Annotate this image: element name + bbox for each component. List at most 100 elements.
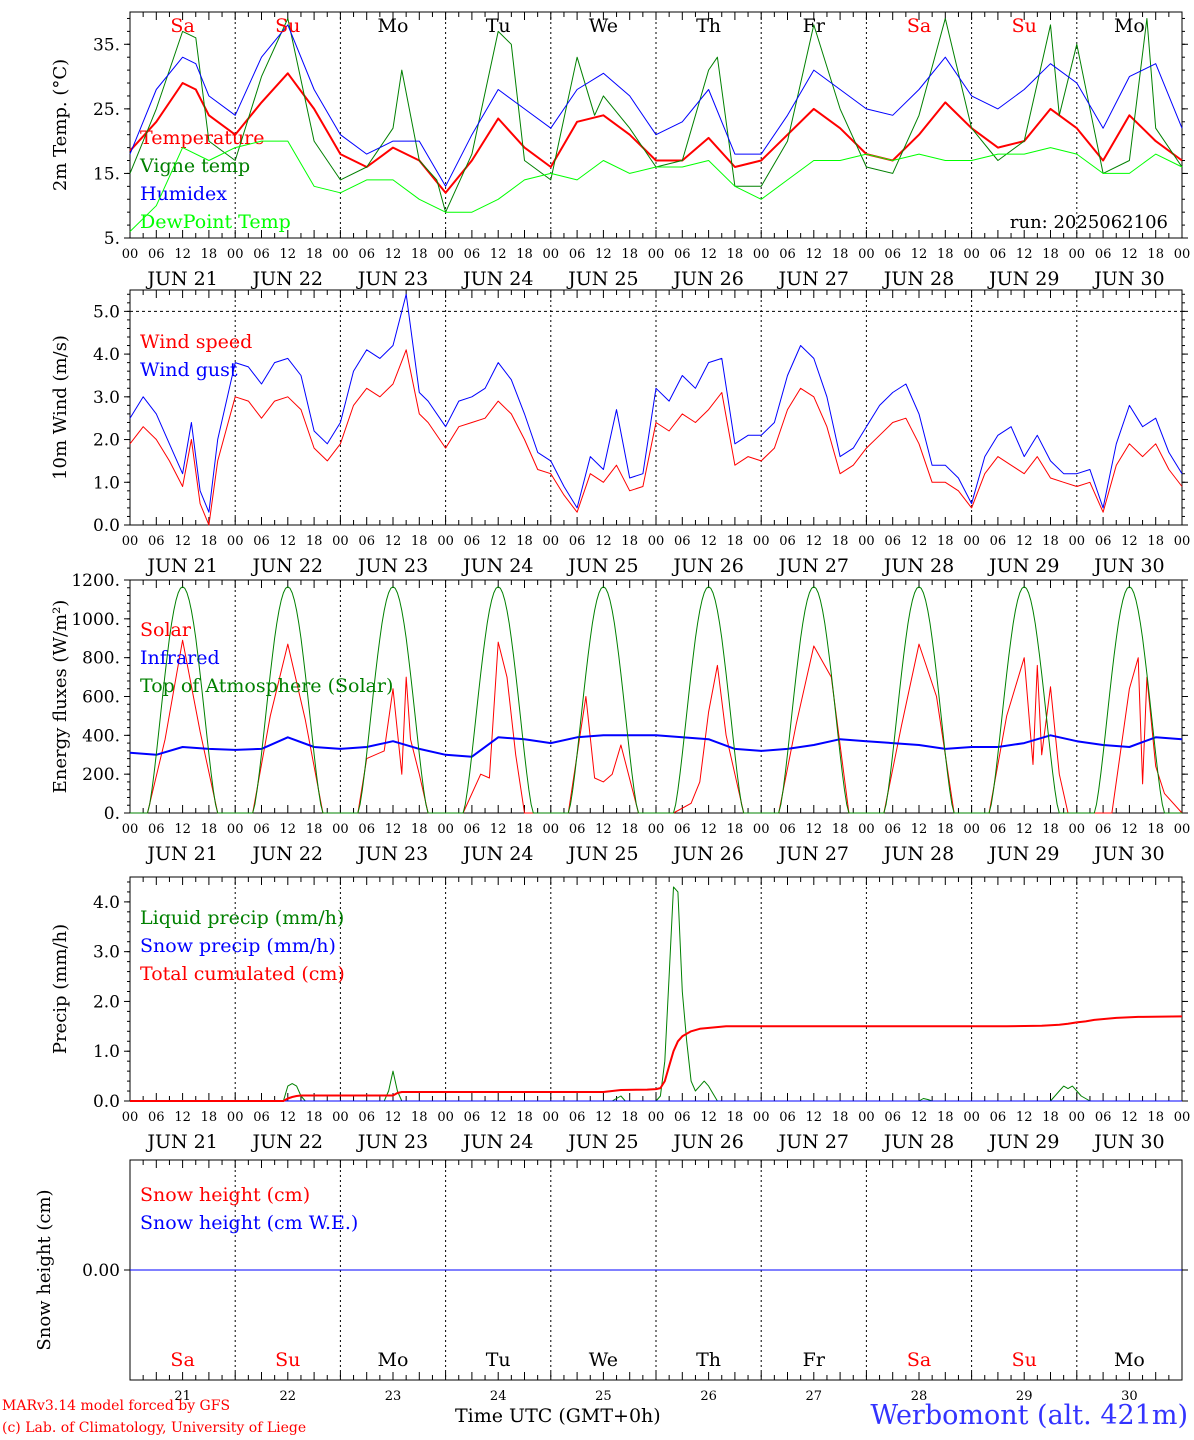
day-number: 27 (806, 1389, 823, 1404)
date-label: JUN 22 (251, 555, 323, 577)
hour-tick-label: 12 (385, 247, 402, 262)
hour-tick-label: 06 (148, 247, 165, 262)
date-label: JUN 26 (671, 268, 743, 290)
hour-tick-label: 06 (148, 1110, 165, 1125)
hour-tick-label: 06 (674, 1110, 691, 1125)
hour-tick-label: 12 (1121, 1110, 1138, 1125)
y-axis-label: Precip (mm/h) (50, 924, 71, 1054)
hour-tick-label: 12 (700, 247, 717, 262)
hour-tick-label: 18 (1147, 822, 1164, 837)
y-tick-label: 0.0 (93, 516, 120, 536)
hour-tick-label: 12 (280, 1110, 297, 1125)
hour-tick-label: 06 (569, 247, 586, 262)
date-label: JUN 29 (987, 843, 1059, 865)
day-abbr: Th (696, 15, 721, 37)
day-abbr: Sa (907, 1349, 931, 1371)
day-abbr: Su (1012, 15, 1037, 37)
hour-tick-label: 06 (779, 1110, 796, 1125)
hour-tick-label: 18 (306, 822, 323, 837)
date-label: JUN 21 (145, 268, 217, 290)
series-line (129, 24, 1183, 187)
date-label: JUN 21 (145, 1131, 217, 1153)
hour-tick-label: 06 (674, 247, 691, 262)
y-tick-label: 5.0 (93, 302, 120, 322)
date-label: JUN 24 (461, 843, 533, 865)
hour-tick-label: 12 (806, 247, 823, 262)
hour-tick-label: 18 (1042, 247, 1059, 262)
hour-tick-label: 18 (727, 1110, 744, 1125)
y-tick-label: 3.0 (93, 388, 120, 408)
hour-tick-label: 00 (543, 534, 560, 549)
hour-tick-label: 00 (1069, 247, 1086, 262)
hour-tick-label: 00 (648, 822, 665, 837)
hour-tick-label: 00 (648, 534, 665, 549)
hour-tick-label: 06 (358, 822, 375, 837)
legend-label: Liquid precip (mm/h) (140, 907, 344, 929)
date-label: JUN 28 (882, 843, 954, 865)
date-label: JUN 22 (251, 1131, 323, 1153)
hour-tick-label: 18 (411, 247, 428, 262)
series-line (129, 293, 1183, 513)
day-abbr: Mo (1114, 1349, 1145, 1371)
hour-tick-label: 00 (1174, 247, 1191, 262)
day-abbr: We (589, 15, 618, 37)
y-tick-label: 4.0 (93, 345, 120, 365)
legend-label: DewPoint Temp (140, 211, 291, 233)
date-label: JUN 27 (777, 1131, 849, 1153)
date-label: JUN 24 (461, 268, 533, 290)
hour-tick-label: 12 (1121, 534, 1138, 549)
y-tick-label: 0.0 (93, 1092, 120, 1112)
hour-tick-label: 12 (700, 822, 717, 837)
hour-tick-label: 18 (832, 1110, 849, 1125)
day-number: 26 (700, 1389, 717, 1404)
day-abbr: Tu (486, 15, 511, 37)
y-tick-label: 1.0 (93, 1042, 120, 1062)
day-abbr: Mo (378, 15, 409, 37)
y-axis-label: 2m Temp. (°C) (50, 59, 71, 191)
y-tick-label: 2.0 (93, 431, 120, 451)
date-label: JUN 23 (356, 1131, 428, 1153)
series-line (130, 1015, 1183, 1102)
date-label: JUN 25 (566, 1131, 638, 1153)
hour-tick-label: 18 (306, 1110, 323, 1125)
legend-label: Snow precip (mm/h) (140, 935, 336, 957)
hour-tick-label: 18 (1147, 1110, 1164, 1125)
series-line (129, 734, 1183, 758)
legend-label: Total cumulated (cm) (140, 963, 345, 985)
hour-tick-label: 06 (884, 822, 901, 837)
hour-tick-label: 12 (806, 534, 823, 549)
hour-tick-label: 12 (385, 534, 402, 549)
day-abbr: We (589, 1349, 618, 1371)
legend-label: Vigne temp (139, 155, 250, 177)
hour-tick-label: 18 (516, 1110, 533, 1125)
hour-tick-label: 18 (1147, 247, 1164, 262)
hour-tick-label: 00 (753, 247, 770, 262)
date-label: JUN 22 (251, 268, 323, 290)
date-label: JUN 30 (1092, 268, 1164, 290)
hour-tick-label: 00 (858, 534, 875, 549)
hour-tick-label: 12 (1016, 534, 1033, 549)
hour-tick-label: 12 (174, 1110, 191, 1125)
hour-tick-label: 06 (148, 822, 165, 837)
day-abbr: Mo (378, 1349, 409, 1371)
hour-tick-label: 12 (1016, 247, 1033, 262)
lab-credit: (c) Lab. of Climatology, University of L… (2, 1420, 307, 1436)
hour-tick-label: 12 (490, 1110, 507, 1125)
hour-tick-label: 06 (253, 822, 270, 837)
date-label: JUN 29 (987, 555, 1059, 577)
date-label: JUN 28 (882, 1131, 954, 1153)
hour-tick-label: 12 (595, 822, 612, 837)
hour-tick-label: 12 (911, 247, 928, 262)
hour-tick-label: 00 (1069, 822, 1086, 837)
hour-tick-label: 00 (332, 1110, 349, 1125)
date-label: JUN 25 (566, 843, 638, 865)
hour-tick-label: 18 (621, 247, 638, 262)
date-label: JUN 28 (882, 555, 954, 577)
series-line (129, 140, 1183, 232)
hour-tick-label: 18 (411, 1110, 428, 1125)
legend-label: Solar (140, 619, 192, 641)
hour-tick-label: 12 (700, 1110, 717, 1125)
hour-tick-label: 18 (832, 822, 849, 837)
hour-tick-label: 18 (516, 247, 533, 262)
date-label: JUN 29 (987, 1131, 1059, 1153)
